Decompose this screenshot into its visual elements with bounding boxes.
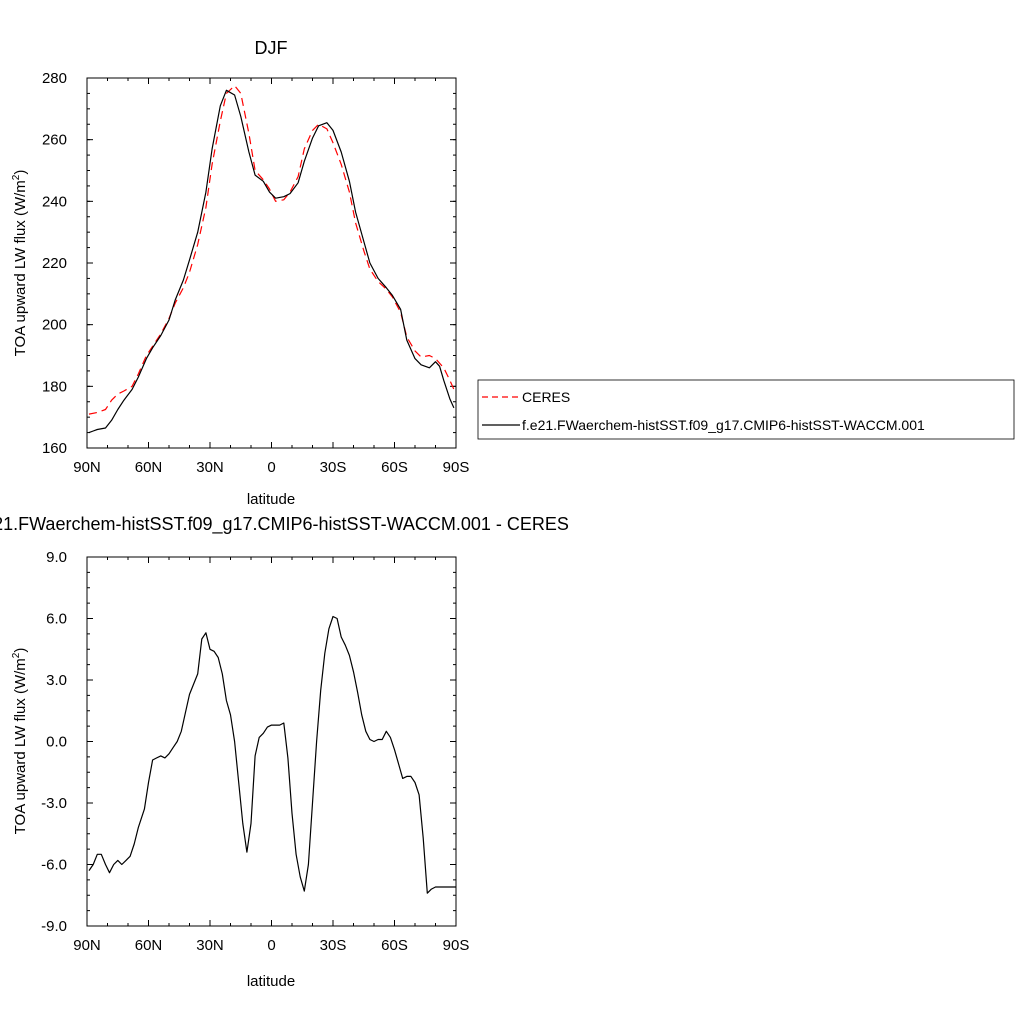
top-x-tick-label: 60N xyxy=(135,459,163,476)
top-y-tick-label: 260 xyxy=(42,132,67,149)
bottom-y-tick-label: -6.0 xyxy=(41,857,67,874)
bottom-x-tick-label: 90S xyxy=(443,937,470,954)
top-title: DJF xyxy=(255,38,288,58)
top-x-tick-label: 30S xyxy=(320,459,347,476)
top-x-tick-label: 0 xyxy=(267,459,275,476)
bottom-y-tick-label: 3.0 xyxy=(46,672,67,689)
bottom-y-tick-label: -9.0 xyxy=(41,918,67,935)
top-x-tick-label: 90S xyxy=(443,459,470,476)
bottom-y-tick-label: 9.0 xyxy=(46,549,67,566)
bottom-y-tick-label: 6.0 xyxy=(46,611,67,628)
legend-label-model: f.e21.FWaerchem-histSST.f09_g17.CMIP6-hi… xyxy=(522,417,925,433)
top-y-axis-label-end: ) xyxy=(12,170,29,175)
bottom-x-axis-label: latitude xyxy=(247,973,295,990)
bottom-y-axis-label-sup: 2 xyxy=(11,652,22,658)
bottom-y-tick-label: -3.0 xyxy=(41,795,67,812)
top-y-tick-label: 220 xyxy=(42,255,67,272)
top-x-tick-label: 30N xyxy=(196,459,224,476)
bottom-panel: f.e21.FWaerchem-histSST.f09_g17.CMIP6-hi… xyxy=(0,514,569,990)
top-panel: DJF 90N 60N 30N 0 30S 60S 90S 160 180 200 220 240 26… xyxy=(11,38,469,508)
bottom-series-group xyxy=(88,615,456,894)
top-series-model-line xyxy=(88,89,455,434)
top-y-tick-label: 160 xyxy=(42,440,67,457)
bottom-y-tick-label: 0.0 xyxy=(46,734,67,751)
bottom-x-tick-label: 0 xyxy=(267,937,275,954)
bottom-title: f.e21.FWaerchem-histSST.f09_g17.CMIP6-hi… xyxy=(0,514,569,535)
bottom-x-tick-label: 60N xyxy=(135,937,163,954)
top-y-axis-label-sup: 2 xyxy=(11,174,22,180)
bottom-plot-frame xyxy=(86,556,457,927)
legend-label-ceres: CERES xyxy=(522,389,570,405)
legend: CERES f.e21.FWaerchem-histSST.f09_g17.CM… xyxy=(477,379,1015,440)
top-x-axis-label: latitude xyxy=(247,491,295,508)
top-plot-frame xyxy=(86,77,457,449)
top-y-tick-label: 280 xyxy=(42,70,67,87)
top-axis-ticks: 90N 60N 30N 0 30S 60S 90S 160 180 200 220 240 260 280 xyxy=(42,70,469,476)
bottom-x-tick-label: 60S xyxy=(381,937,408,954)
top-x-tick-label: 90N xyxy=(73,459,101,476)
top-y-tick-label: 200 xyxy=(42,317,67,334)
bottom-axis-ticks: 90N 60N 30N 0 30S 60S 90S -9.0 -6.0 -3.0 0.0 3.0 6.0… xyxy=(41,549,469,954)
top-series-group xyxy=(88,85,455,434)
bottom-y-axis-label-end: ) xyxy=(12,648,29,653)
bottom-y-axis-label: TOA upward LW flux (W/m2) xyxy=(11,648,29,835)
top-y-tick-label: 240 xyxy=(42,193,67,210)
bottom-y-axis-label-main: TOA upward LW flux (W/m xyxy=(12,658,29,834)
bottom-x-tick-label: 30N xyxy=(196,937,224,954)
bottom-series-model-line xyxy=(88,615,456,894)
top-y-axis-label-main: TOA upward LW flux (W/m xyxy=(12,180,29,356)
bottom-x-tick-label: 90N xyxy=(73,937,101,954)
bottom-x-tick-label: 30S xyxy=(320,937,347,954)
top-x-tick-label: 60S xyxy=(381,459,408,476)
top-y-axis-label: TOA upward LW flux (W/m2) xyxy=(11,170,29,357)
legend-box xyxy=(477,379,1015,440)
top-y-tick-label: 180 xyxy=(42,378,67,395)
